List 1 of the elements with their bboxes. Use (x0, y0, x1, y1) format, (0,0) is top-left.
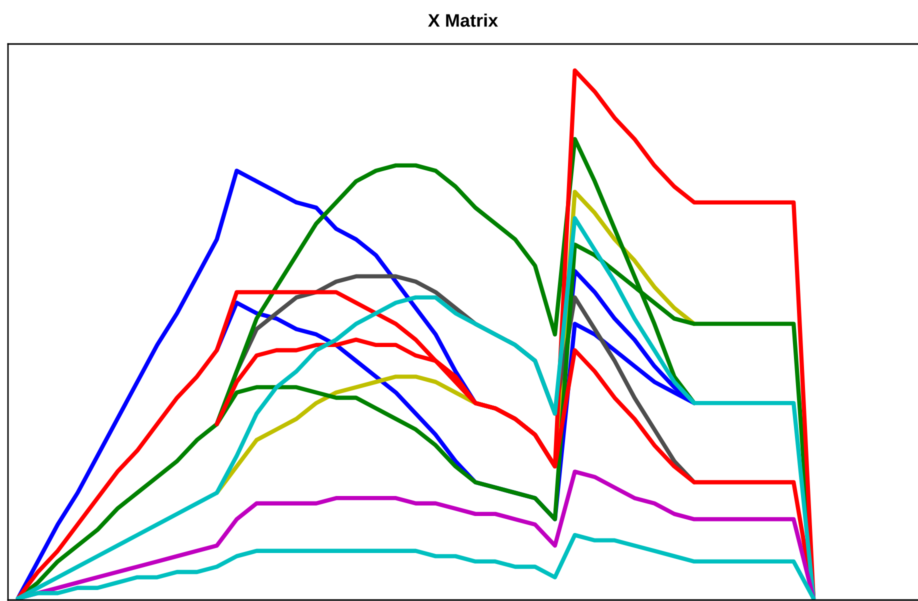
chart-title: X Matrix (428, 14, 498, 27)
